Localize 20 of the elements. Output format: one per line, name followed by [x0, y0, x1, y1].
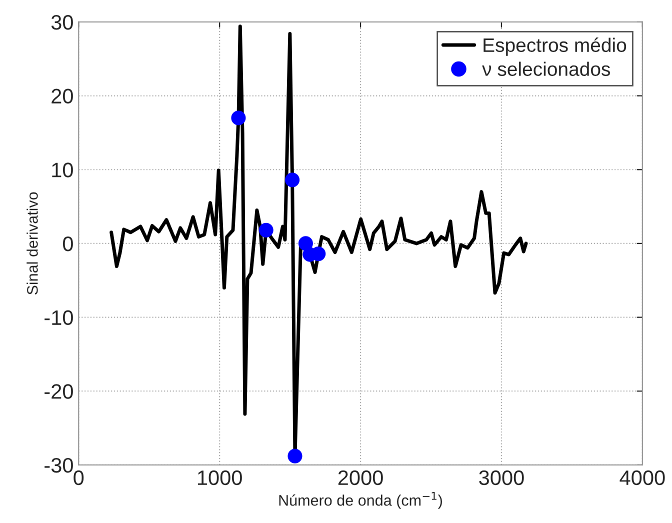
x-tick-label: 4000: [620, 470, 665, 486]
y-axis-title: Sinal derivativo: [26, 192, 38, 295]
y-tick-label: 0: [62, 236, 73, 252]
y-tick-label: -30: [44, 458, 73, 473]
point: [258, 222, 274, 238]
x-axis-title: Número de onda (cm$^{−1}$): [279, 492, 442, 509]
point: [231, 110, 246, 126]
y-tick-label: -20: [44, 384, 73, 399]
y-tick-label: -10: [44, 310, 73, 326]
y-tick-label: 20: [52, 88, 73, 104]
legend-label: Espectros médio: [484, 38, 626, 56]
y-tick-label: 30: [51, 14, 73, 30]
y-tick-label: 10: [52, 162, 73, 178]
x-tick-label: 1000: [198, 470, 242, 486]
x-tick-label: 0: [74, 470, 84, 486]
x-tick-label: 3000: [479, 470, 524, 486]
point: [285, 172, 300, 188]
point: [288, 448, 302, 464]
legend-label: ν selecionados: [482, 62, 610, 76]
x-tick-label: 2000: [338, 470, 383, 486]
